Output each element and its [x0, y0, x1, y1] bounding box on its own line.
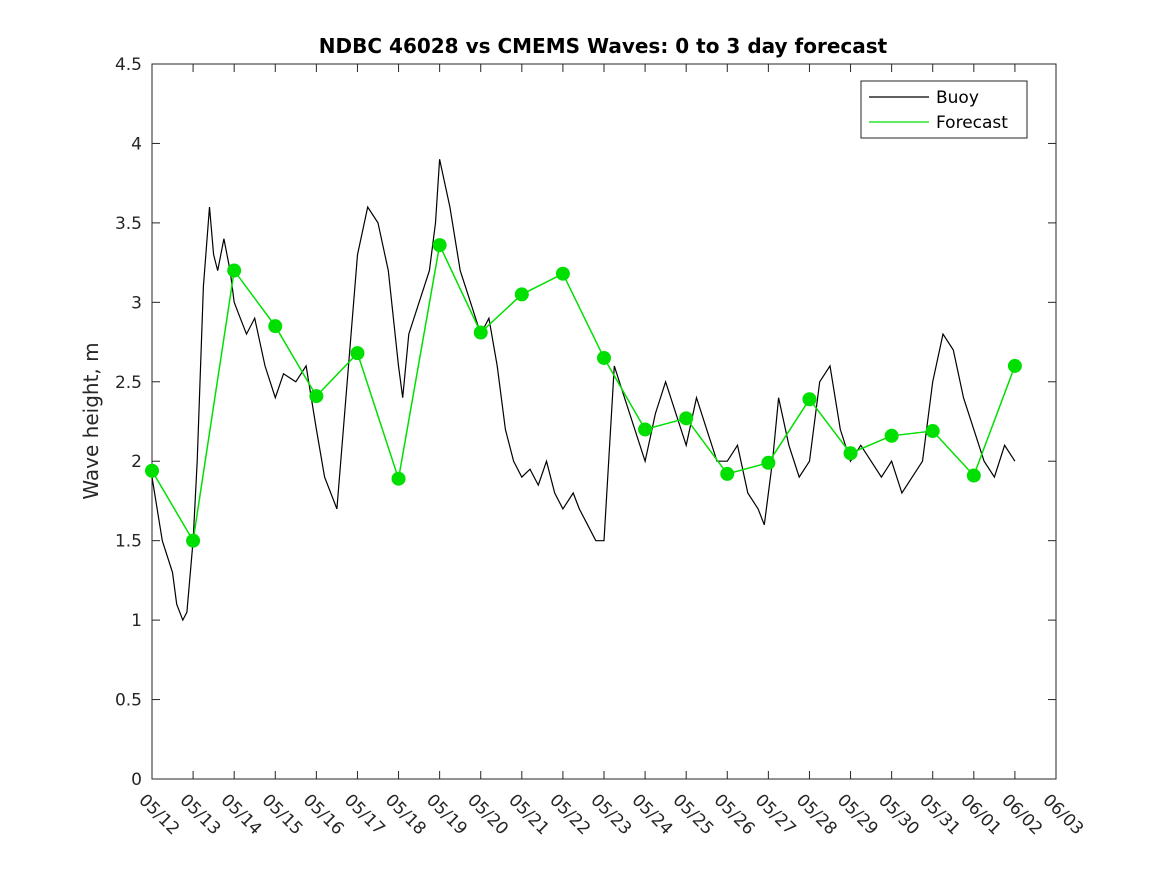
plot-area: [151, 63, 1057, 780]
x-tick-label: 05/16: [299, 790, 348, 839]
x-tick-label: 05/15: [258, 790, 307, 839]
forecast-point: [145, 463, 159, 478]
y-tick-label: 4: [131, 134, 142, 154]
forecast-point: [391, 471, 406, 486]
x-tick-label: 05/22: [545, 790, 594, 839]
y-tick-label: 2.5: [115, 373, 142, 393]
x-tick-label: 05/27: [751, 790, 800, 839]
x-tick-label: 05/17: [340, 790, 389, 839]
x-tick-label: 05/25: [669, 790, 718, 839]
forecast-point: [925, 424, 940, 439]
series-layer: [145, 159, 1022, 622]
forecast-point: [1007, 358, 1022, 373]
series-forecast-line: [151, 242, 1016, 543]
y-tick-label: 1.5: [115, 532, 142, 552]
x-tick-label: 05/24: [628, 790, 677, 839]
x-tick-label: 06/02: [997, 790, 1046, 839]
x-tick-label: 05/18: [381, 790, 430, 839]
y-tick-label: 3: [131, 293, 142, 313]
legend-box: [860, 80, 1028, 139]
forecast-point: [432, 238, 447, 253]
y-tick-label: 0: [131, 770, 142, 790]
y-axis: 0 0.5 1 1.5 2 2.5 3 3.5 4 4.5: [115, 55, 1056, 790]
forecast-point: [884, 428, 899, 443]
y-tick-label: 2: [131, 452, 142, 472]
x-tick-label: 05/30: [874, 790, 923, 839]
chart-title: NDBC 46028 vs CMEMS Waves: 0 to 3 day fo…: [319, 34, 888, 58]
forecast-point: [597, 350, 611, 365]
forecast-point: [761, 455, 776, 470]
forecast-point: [802, 392, 817, 407]
forecast-point: [679, 411, 694, 426]
forecast-point: [843, 446, 858, 461]
x-tick-label: 05/20: [463, 790, 512, 839]
legend-label-buoy: Buoy: [936, 88, 979, 108]
legend-label-forecast: Forecast: [936, 113, 1008, 133]
forecast-point: [555, 266, 570, 281]
forecast-point: [186, 533, 201, 548]
forecast-point: [309, 389, 324, 404]
forecast-point: [966, 468, 981, 483]
x-tick-label: 06/01: [956, 790, 1005, 839]
x-tick-label: 05/23: [586, 790, 635, 839]
x-tick-label: 05/31: [915, 790, 964, 839]
forecast-point: [227, 263, 242, 278]
y-axis-label: Wave height, m: [79, 342, 103, 499]
y-tick-label: 3.5: [115, 214, 142, 234]
x-tick-label: 06/03: [1038, 790, 1087, 839]
y-tick-label: 1: [131, 611, 142, 631]
x-tick-label: 05/29: [833, 790, 882, 839]
x-tick-label: 05/12: [134, 790, 183, 839]
x-tick-label: 05/19: [422, 790, 471, 839]
forecast-point: [473, 325, 488, 340]
x-tick-label: 05/21: [504, 790, 553, 839]
forecast-point: [638, 422, 653, 437]
y-tick-label: 0.5: [115, 691, 142, 711]
legend: Buoy Forecast: [860, 80, 1028, 139]
x-tick-label: 05/28: [792, 790, 841, 839]
forecast-point: [720, 466, 735, 481]
forecast-point: [514, 287, 529, 302]
forecast-point: [350, 346, 365, 361]
forecast-point: [268, 319, 283, 334]
y-tick-label: 4.5: [115, 55, 142, 75]
x-tick-label: 05/26: [710, 790, 759, 839]
x-tick-label: 05/14: [217, 790, 266, 839]
x-tick-label: 05/13: [176, 790, 225, 839]
